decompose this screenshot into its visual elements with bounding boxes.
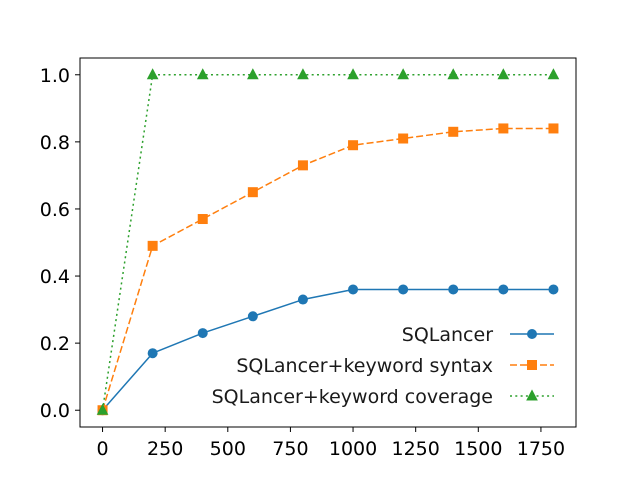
x-tick-label: 250	[147, 438, 183, 460]
series-2	[97, 123, 559, 416]
legend: SQLancer SQLancer+keyword syntax SQLancer+…	[212, 324, 554, 408]
legend-label: SQLancer+keyword syntax	[236, 355, 493, 377]
data-point	[247, 68, 259, 80]
data-point	[397, 68, 409, 80]
data-point	[348, 140, 359, 151]
data-point	[347, 68, 359, 80]
data-point	[548, 284, 559, 295]
data-point	[146, 68, 159, 80]
data-point	[197, 214, 208, 225]
y-tick-label: 0.4	[40, 266, 70, 288]
legend-marker	[526, 389, 538, 401]
data-point	[348, 284, 359, 295]
x-tick-label: 1750	[517, 438, 565, 460]
series-line	[101, 127, 554, 411]
data-point	[398, 133, 409, 144]
x-tick-label: 1000	[329, 438, 377, 460]
x-tick-label: 750	[272, 438, 308, 460]
data-point	[448, 126, 459, 137]
data-point	[498, 123, 509, 134]
data-point	[547, 68, 560, 80]
data-point	[96, 403, 109, 415]
legend-marker	[527, 329, 537, 339]
data-point	[398, 284, 409, 295]
data-point	[297, 294, 308, 305]
plot-area	[79, 57, 577, 428]
plot-frame	[79, 57, 577, 428]
data-point	[247, 187, 258, 198]
legend-label: SQLancer	[402, 324, 493, 346]
series-line	[101, 288, 554, 411]
y-tick-label: 0.6	[40, 199, 70, 221]
data-point	[548, 123, 559, 134]
x-tick-label: 0	[96, 438, 108, 460]
y-tick-label: 1.0	[40, 65, 70, 87]
data-point	[147, 240, 158, 251]
legend-item: SQLancer+keyword coverage	[212, 386, 554, 408]
legend-item: SQLancer	[402, 324, 554, 346]
data-point	[498, 284, 509, 295]
data-point	[297, 68, 309, 80]
y-tick-label: 0.0	[40, 400, 70, 422]
x-tick-label: 1250	[391, 438, 439, 460]
legend-item: SQLancer+keyword syntax	[236, 355, 554, 377]
series-line	[101, 74, 554, 411]
data-point	[196, 68, 209, 80]
data-point	[197, 328, 208, 339]
legend-marker	[527, 360, 537, 370]
x-axis: 0 250 500 750 1000 1250 1500 1750	[96, 427, 565, 460]
data-point	[147, 348, 158, 359]
legend-label: SQLancer+keyword coverage	[212, 386, 493, 408]
x-tick-label: 1500	[454, 438, 502, 460]
y-tick-label: 0.8	[40, 132, 70, 154]
data-point	[447, 68, 460, 80]
y-axis: 0.0 0.2 0.4 0.6 0.8 1.0	[40, 65, 80, 422]
series-layer	[96, 68, 560, 416]
data-point	[448, 284, 459, 295]
data-point	[247, 311, 258, 322]
x-tick-label: 500	[210, 438, 246, 460]
data-point	[297, 160, 308, 171]
series-3	[96, 68, 560, 415]
y-tick-label: 0.2	[40, 333, 70, 355]
data-point	[497, 68, 510, 80]
